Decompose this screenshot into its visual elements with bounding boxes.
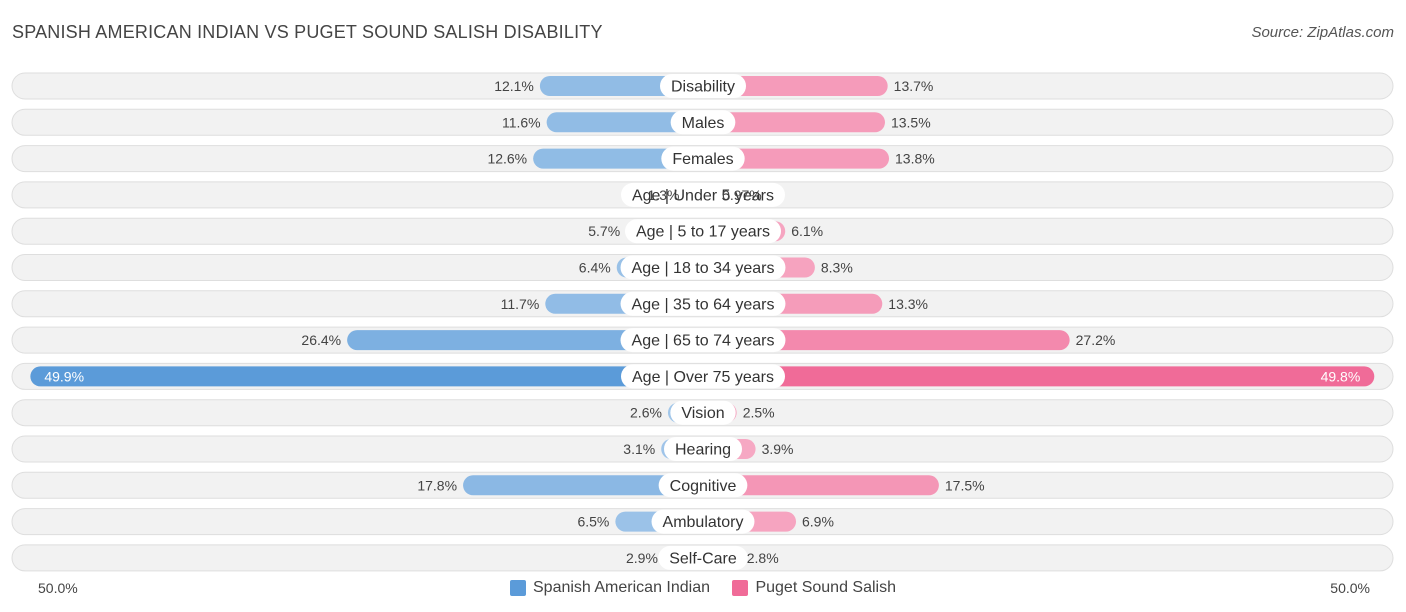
bar-spanish-american-indian xyxy=(30,366,713,387)
category-label: Vision xyxy=(681,405,724,422)
chart: Disability 12.1% 13.7% Males 11.6% 13.5% Femal… xyxy=(11,72,1394,572)
value-label-puget-sound-salish: 27.2% xyxy=(1076,332,1116,348)
value-label-spanish-american-indian: 17.8% xyxy=(417,477,457,493)
category-pill xyxy=(661,146,745,171)
category-pill xyxy=(651,509,755,534)
category-pill xyxy=(658,473,748,498)
value-label-puget-sound-salish: 13.8% xyxy=(895,151,935,167)
category-pill xyxy=(620,291,786,316)
category-pill xyxy=(663,437,743,461)
category-label: Self-Care xyxy=(669,550,737,567)
value-label-spanish-american-indian: 1.3% xyxy=(648,187,680,203)
value-label-spanish-american-indian: 49.9% xyxy=(44,368,84,384)
axis-left-label: 50.0% xyxy=(38,580,78,596)
value-label-spanish-american-indian: 2.6% xyxy=(630,405,662,421)
value-label-puget-sound-salish: 3.9% xyxy=(762,441,794,457)
value-label-puget-sound-salish: 6.1% xyxy=(791,223,823,239)
category-label: Age | Under 5 years xyxy=(632,187,774,204)
category-pill xyxy=(621,364,785,389)
value-label-puget-sound-salish: 13.5% xyxy=(891,114,931,130)
category-label: Age | 65 to 74 years xyxy=(632,333,775,350)
legend-label-right: Puget Sound Salish xyxy=(755,579,896,596)
category-pill xyxy=(624,219,782,244)
bar-spanish-american-indian xyxy=(347,330,713,351)
category-pill xyxy=(620,182,786,207)
bar-puget-sound-salish xyxy=(693,112,885,133)
value-label-puget-sound-salish: 2.5% xyxy=(743,405,775,421)
category-label: Males xyxy=(682,115,725,132)
category-pill xyxy=(620,255,786,280)
legend-item-puget-sound-salish[interactable]: Puget Sound Salish xyxy=(732,579,896,597)
chart-title: SPANISH AMERICAN INDIAN VS PUGET SOUND S… xyxy=(12,22,603,42)
value-label-spanish-american-indian: 6.5% xyxy=(577,514,609,530)
value-label-spanish-american-indian: 26.4% xyxy=(301,332,341,348)
value-label-puget-sound-salish: 2.8% xyxy=(747,550,779,566)
axis-right-label: 50.0% xyxy=(1330,580,1370,596)
value-label-spanish-american-indian: 11.7% xyxy=(501,296,540,312)
legend-item-spanish-american-indian[interactable]: Spanish American Indian xyxy=(510,579,710,597)
category-label: Hearing xyxy=(675,442,731,459)
value-label-spanish-american-indian: 12.6% xyxy=(487,151,527,167)
category-label: Cognitive xyxy=(670,478,737,495)
category-pill xyxy=(620,328,786,353)
category-label: Ambulatory xyxy=(663,514,744,531)
value-label-puget-sound-salish: 17.5% xyxy=(945,477,985,493)
bar-puget-sound-salish xyxy=(693,330,1070,351)
value-label-spanish-american-indian: 2.9% xyxy=(626,550,658,566)
bar-puget-sound-salish xyxy=(693,366,1375,387)
category-label: Age | 35 to 64 years xyxy=(632,296,775,313)
bar-spanish-american-indian xyxy=(463,475,713,496)
value-label-puget-sound-salish: 13.3% xyxy=(888,296,928,312)
category-label: Age | 18 to 34 years xyxy=(632,260,775,277)
legend-label-left: Spanish American Indian xyxy=(533,579,710,596)
legend: Spanish American Indian Puget Sound Sali… xyxy=(0,579,1406,601)
category-label: Disability xyxy=(671,79,735,96)
category-pill xyxy=(670,110,736,135)
category-label: Age | Over 75 years xyxy=(632,369,774,386)
category-label: Age | 5 to 17 years xyxy=(636,224,770,241)
value-label-puget-sound-salish: 13.7% xyxy=(894,78,934,94)
source-note: Source: ZipAtlas.com xyxy=(1251,24,1394,41)
value-label-puget-sound-salish: 0.97% xyxy=(722,187,762,203)
bar-spanish-american-indian xyxy=(546,112,713,133)
legend-swatch-right xyxy=(732,580,749,596)
bar-puget-sound-salish xyxy=(693,475,939,496)
value-label-puget-sound-salish: 6.9% xyxy=(802,514,834,530)
value-label-spanish-american-indian: 5.7% xyxy=(588,223,620,239)
value-label-puget-sound-salish: 49.8% xyxy=(1321,368,1361,384)
value-label-spanish-american-indian: 12.1% xyxy=(494,78,534,94)
value-label-spanish-american-indian: 6.4% xyxy=(579,260,611,276)
value-label-spanish-american-indian: 11.6% xyxy=(502,114,541,130)
category-label: Females xyxy=(672,151,733,168)
legend-swatch-left xyxy=(510,580,526,596)
category-pill xyxy=(659,74,747,98)
category-pill xyxy=(670,400,736,425)
value-label-puget-sound-salish: 8.3% xyxy=(821,260,853,276)
value-label-spanish-american-indian: 3.1% xyxy=(623,441,655,457)
category-pill xyxy=(658,545,748,570)
